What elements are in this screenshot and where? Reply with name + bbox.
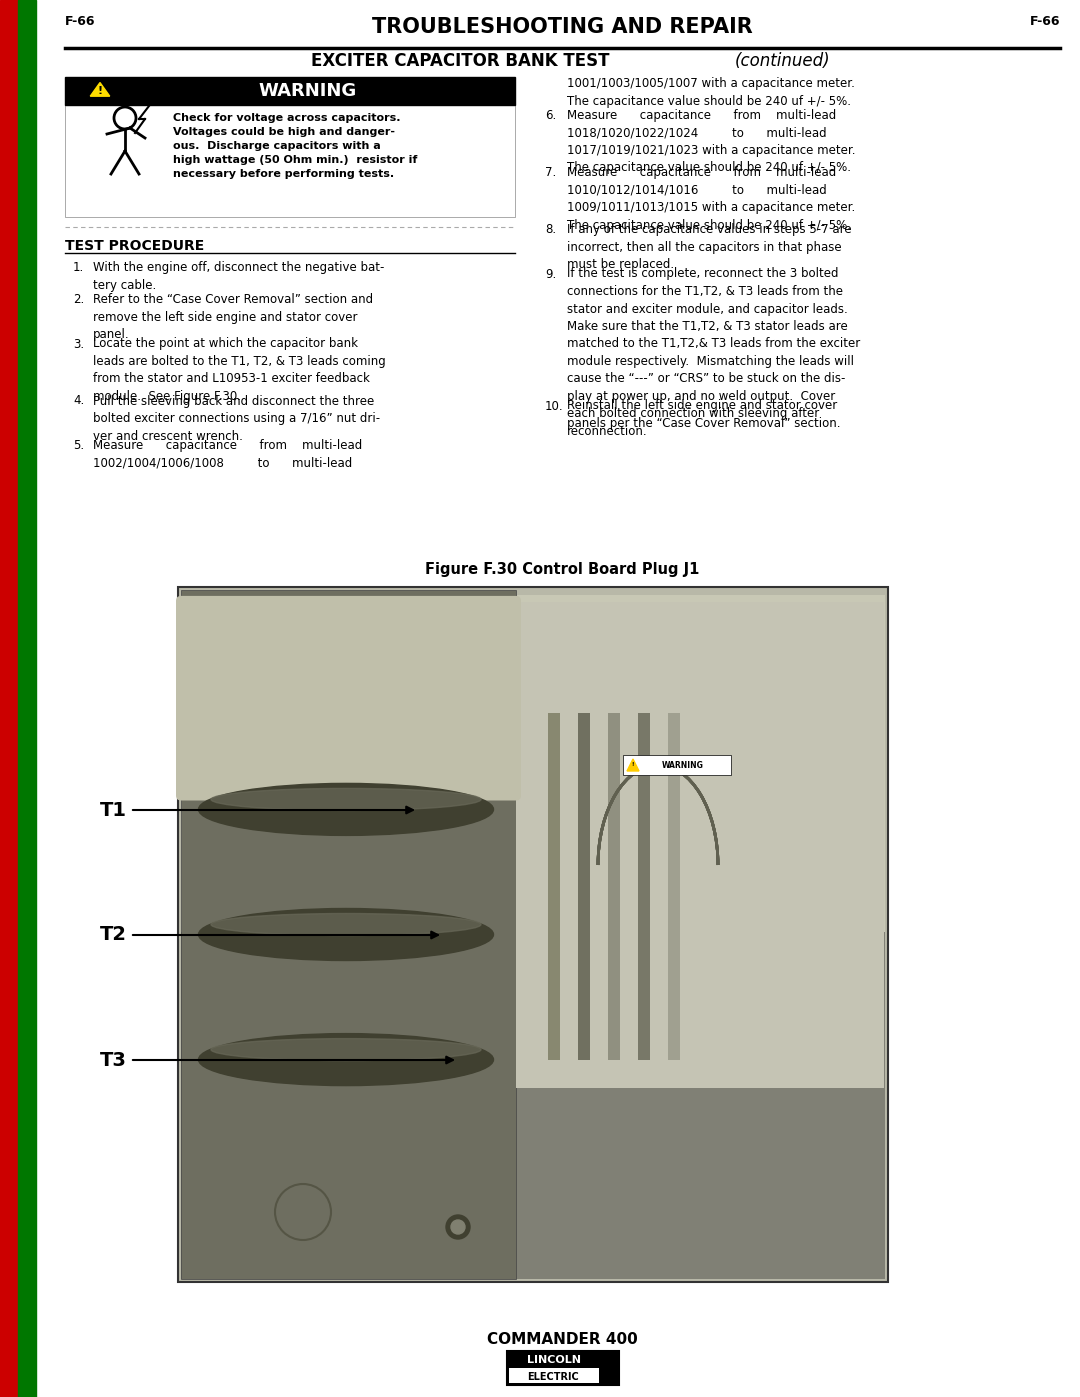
Bar [669,712,680,1060]
Polygon shape [627,759,639,771]
Text: Pull the sleeving back and disconnect the three
bolted exciter connections using: Pull the sleeving back and disconnect th… [93,394,380,443]
Text: 1.: 1. [73,261,84,274]
Text: With the engine off, disconnect the negative bat-
tery cable.: With the engine off, disconnect the nega… [93,261,384,292]
Bar [509,1368,598,1383]
Text: Locate the point at which the capacitor bank
leads are bolted to the T1, T2, & T: Locate the point at which the capacitor … [93,338,386,402]
Text: T3: T3 [100,1051,126,1070]
Text: 5.: 5. [73,439,84,453]
Text: Return to Master TOC: Return to Master TOC [24,481,30,567]
Ellipse shape [199,1034,494,1085]
Text: !: ! [97,87,103,96]
Text: 8.: 8. [545,224,556,236]
Bar [181,595,885,935]
Text: Measure      capacitance      from    multi-lead
1002/1004/1006/1008         to : Measure capacitance from multi-lead 1002… [93,439,362,469]
Text: Measure      capacitance      from    multi-lead
1018/1020/1022/1024         to : Measure capacitance from multi-lead 1018… [567,109,855,175]
Bar [578,712,590,1060]
Text: Return to Section TOC: Return to Section TOC [6,479,12,569]
Polygon shape [91,82,110,96]
Text: (continued): (continued) [735,52,831,70]
Text: LINCOLN: LINCOLN [527,1355,581,1365]
Bar [548,712,561,1060]
Bar [638,712,650,1060]
Text: 9.: 9. [545,267,556,281]
Text: T2: T2 [100,925,127,944]
Text: WARNING: WARNING [259,82,357,101]
Text: Check for voltage across capacitors.
Voltages could be high and danger-
ous.  Di: Check for voltage across capacitors. Vol… [173,113,417,179]
Ellipse shape [199,908,494,961]
Text: Measure      capacitance      from    multi-lead
1010/1012/1014/1016         to : Measure capacitance from multi-lead 1010… [567,166,855,232]
Text: COMMANDER 400: COMMANDER 400 [487,1331,638,1347]
Bar [18,0,36,1397]
Circle shape [446,1215,470,1239]
Text: Refer to the “Case Cover Removal” section and
remove the left side engine and st: Refer to the “Case Cover Removal” sectio… [93,293,373,341]
Text: Reinstall the left side engine and stator cover
panels per the “Case Cover Remov: Reinstall the left side engine and stato… [567,400,840,430]
Text: Return to Section TOC: Return to Section TOC [6,130,12,219]
Ellipse shape [211,914,481,936]
Ellipse shape [199,784,494,835]
Bar [181,932,885,1280]
Bar [181,590,516,1280]
Text: If any of the capacitance values in steps 5-7 are
incorrect, then all the capaci: If any of the capacitance values in step… [567,224,852,271]
Bar [623,754,731,775]
Bar [178,587,888,1282]
Text: If the test is complete, reconnect the 3 bolted
connections for the T1,T2, & T3 : If the test is complete, reconnect the 3… [567,267,861,439]
Bar [65,77,515,105]
Text: 4.: 4. [73,394,84,408]
Text: 1001/1003/1005/1007 with a capacitance meter.
The capacitance value should be 24: 1001/1003/1005/1007 with a capacitance m… [567,77,855,108]
Text: 6.: 6. [545,109,556,122]
Text: !: ! [632,763,634,767]
Text: Return to Section TOC: Return to Section TOC [6,828,12,918]
Text: F-66: F-66 [65,15,95,28]
Circle shape [451,1220,465,1234]
Bar [507,1351,619,1384]
Ellipse shape [211,788,481,810]
Text: TEST PROCEDURE: TEST PROCEDURE [65,239,204,253]
Text: ELECTRIC: ELECTRIC [528,1372,579,1382]
Text: 3.: 3. [73,338,84,351]
Text: Figure F.30 Control Board Plug J1: Figure F.30 Control Board Plug J1 [426,562,700,577]
FancyBboxPatch shape [176,597,521,800]
Text: T1: T1 [100,800,127,820]
Text: Return to Section TOC: Return to Section TOC [6,1178,12,1267]
Text: 7.: 7. [545,166,556,179]
Text: 10.: 10. [545,400,564,412]
Bar [608,712,620,1060]
Bar [65,105,515,217]
Text: TROUBLESHOOTING AND REPAIR: TROUBLESHOOTING AND REPAIR [373,17,753,36]
Text: WARNING: WARNING [662,760,704,770]
Bar [516,602,885,1088]
Ellipse shape [211,1038,481,1060]
Text: EXCITER CAPACITOR BANK TEST: EXCITER CAPACITOR BANK TEST [311,52,609,70]
Text: F-66: F-66 [1029,15,1059,28]
Text: 2.: 2. [73,293,84,306]
Text: ®: ® [605,1356,611,1362]
Bar [0,0,18,1397]
Text: Return to Master TOC: Return to Master TOC [24,1179,30,1266]
Text: Return to Master TOC: Return to Master TOC [24,131,30,218]
Text: Return to Master TOC: Return to Master TOC [24,830,30,916]
